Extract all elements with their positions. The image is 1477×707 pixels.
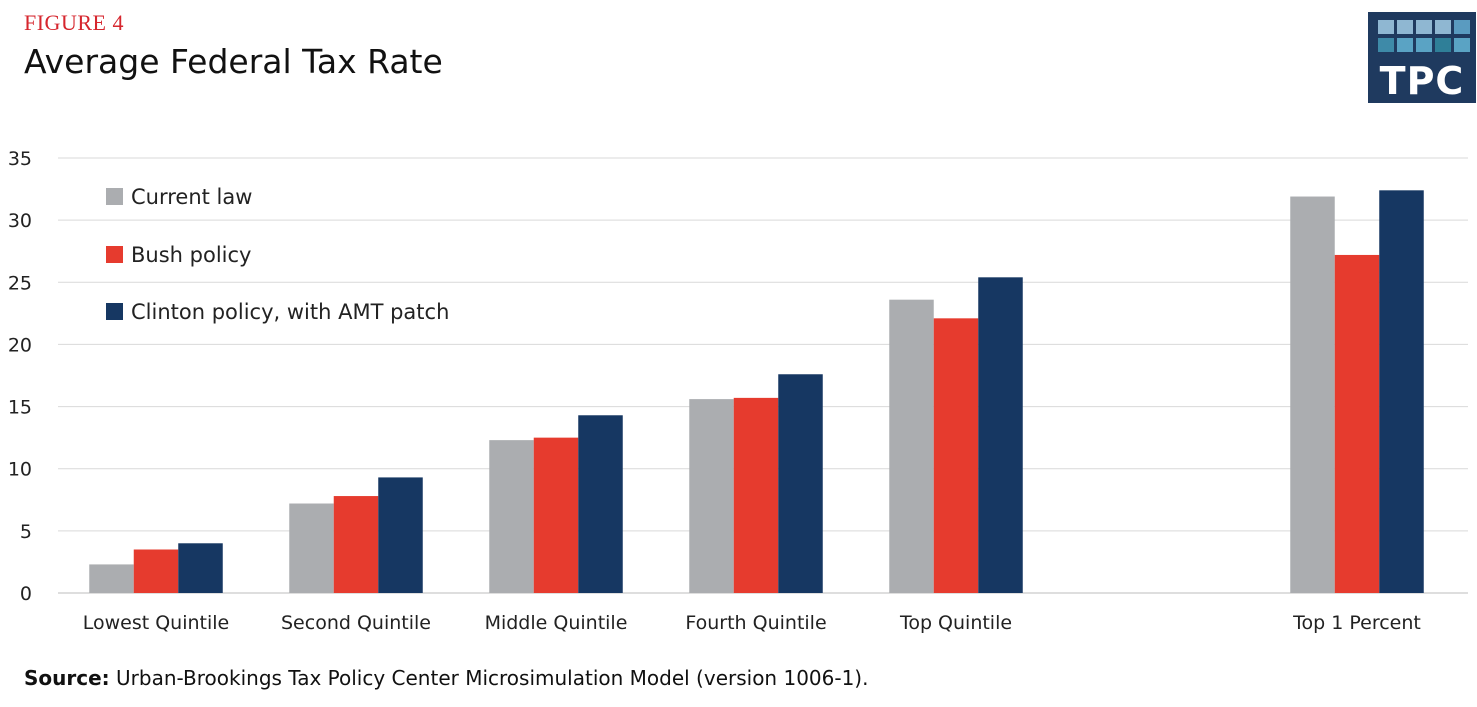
bar [378,477,423,593]
bar [933,318,979,593]
legend-swatch [106,246,123,263]
logo-square [1435,38,1451,52]
x-tick-label: Middle Quintile [485,612,628,634]
figure-label: FIGURE 4 [24,10,124,35]
y-tick-label: 5 [20,521,32,543]
source-note: Source: Urban-Brookings Tax Policy Cente… [24,666,868,690]
logo-square [1378,38,1394,52]
bar [778,374,823,593]
legend-swatch [106,303,123,320]
x-tick-label: Top 1 Percent [1292,612,1421,634]
logo-square [1416,20,1432,34]
bar [978,277,1023,593]
bar [89,564,134,593]
logo-square [1378,20,1394,34]
legend-label: Clinton policy, with AMT patch [131,300,449,324]
bar [689,399,734,593]
y-tick-label: 30 [8,210,32,232]
logo-text: TPC [1379,59,1465,103]
x-tick-label: Fourth Quintile [685,612,826,634]
bar [1379,190,1424,594]
bar [1334,254,1380,593]
logo-square [1416,38,1432,52]
y-tick-label: 25 [8,272,32,294]
logo-square [1397,20,1413,34]
x-tick-label: Top Quintile [899,612,1012,634]
bar [889,299,934,593]
legend-label: Current law [131,185,252,209]
bar [1290,196,1335,593]
bar [333,496,379,593]
chart-title: Average Federal Tax Rate [24,42,443,81]
source-text: Urban-Brookings Tax Policy Center Micros… [116,666,869,690]
y-tick-label: 35 [8,148,32,170]
bar [578,415,623,593]
logo-square [1454,38,1470,52]
x-tick-label: Second Quintile [281,612,431,634]
logo-square [1454,20,1470,34]
legend-label: Bush policy [131,243,251,267]
y-tick-label: 10 [8,459,32,481]
y-tick-label: 20 [8,334,32,356]
logo-square [1397,38,1413,52]
tpc-logo: TPC [1368,12,1476,103]
bar [489,440,534,593]
bar [289,503,334,593]
logo-square [1435,20,1451,34]
bar [733,397,779,593]
x-tick-label: Lowest Quintile [83,612,230,634]
bar-chart: 0 5 10 15 20 25 30 35 Lowest Quintile Second Quin… [8,148,1468,634]
source-label: Source: [24,666,110,690]
bar [178,543,223,593]
legend-swatch [106,188,123,205]
bar [533,437,579,593]
y-tick-label: 15 [8,397,32,419]
bar [133,549,179,593]
y-tick-label: 0 [20,583,32,605]
